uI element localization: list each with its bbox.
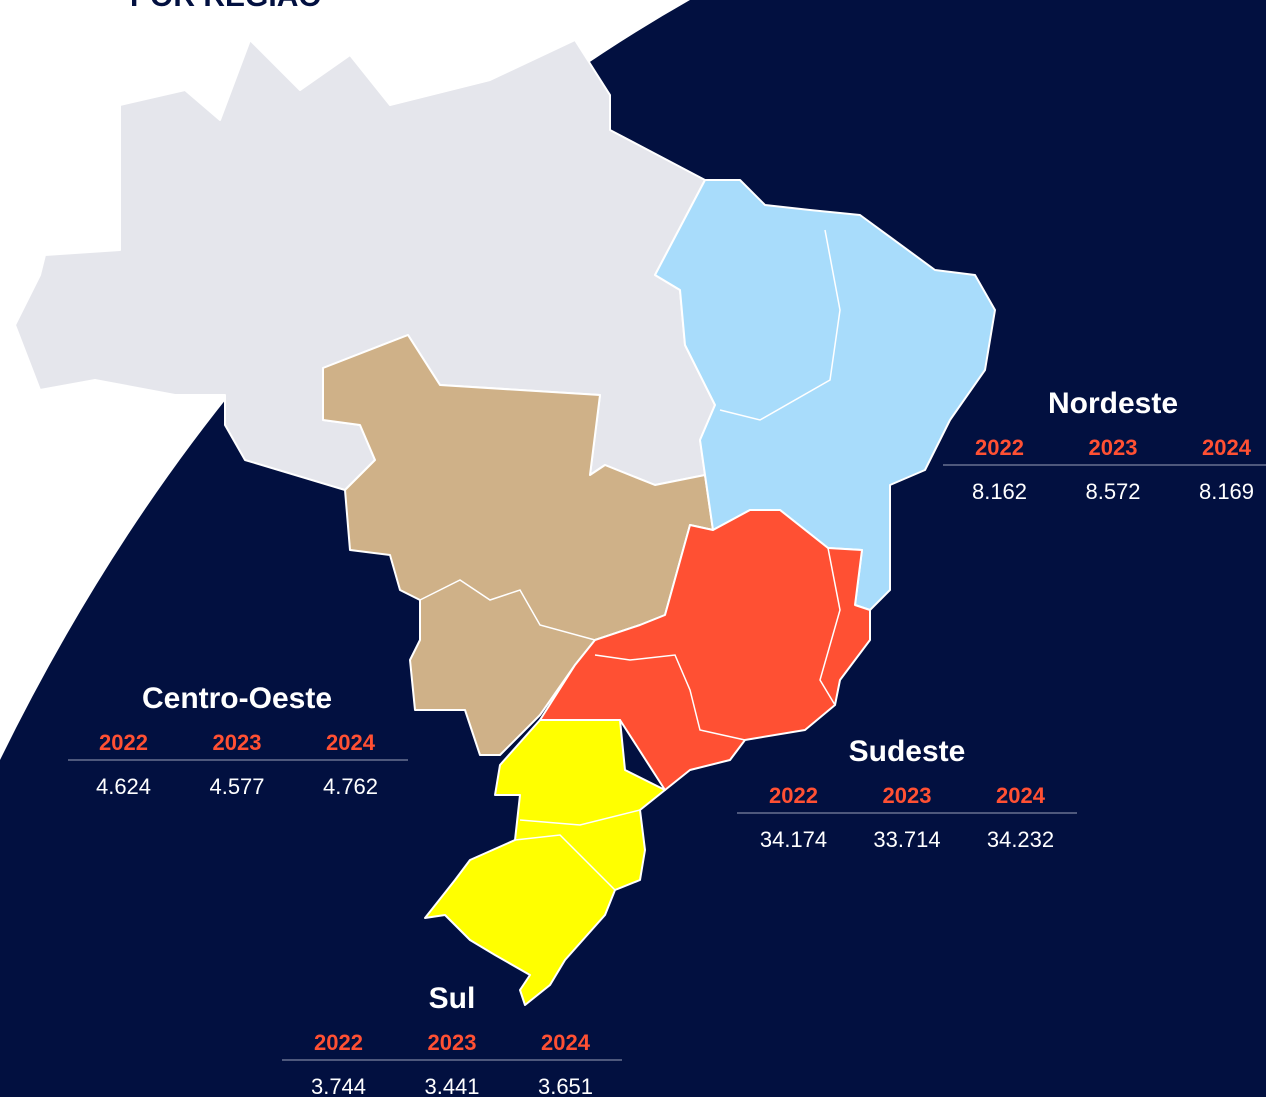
year-header: 2022 xyxy=(769,783,818,808)
region-tables: Nordeste 2022 2023 2024 8.162 8.572 8.169 Centr… xyxy=(68,387,1266,1097)
year-header: 2022 xyxy=(314,1030,363,1055)
title: POR REGIÃO xyxy=(130,0,322,13)
state-borders xyxy=(419,229,841,891)
region-value: 3.744 xyxy=(311,1074,366,1097)
region-centro-oeste xyxy=(322,334,714,756)
year-header: 2022 xyxy=(975,435,1024,460)
map xyxy=(14,39,996,1006)
year-header: 2024 xyxy=(326,730,376,755)
region-value: 8.572 xyxy=(1085,479,1140,504)
region-name: Sul xyxy=(429,982,476,1015)
region-name: Sudeste xyxy=(849,735,966,768)
year-header: 2023 xyxy=(883,783,932,808)
region-value: 34.174 xyxy=(760,827,827,852)
year-header: 2022 xyxy=(99,730,148,755)
region-value: 33.714 xyxy=(873,827,940,852)
year-header: 2023 xyxy=(428,1030,477,1055)
region-name: Centro-Oeste xyxy=(142,682,332,715)
region-value: 8.169 xyxy=(1199,479,1254,504)
region-value: 3.441 xyxy=(424,1074,479,1097)
region-value: 34.232 xyxy=(987,827,1054,852)
region-value: 4.577 xyxy=(209,774,264,799)
region-name: Nordeste xyxy=(1048,387,1178,420)
year-header: 2024 xyxy=(996,783,1046,808)
region-value: 3.651 xyxy=(538,1074,593,1097)
region-value: 4.624 xyxy=(96,774,151,799)
year-header: 2023 xyxy=(1089,435,1138,460)
year-header: 2024 xyxy=(541,1030,591,1055)
region-value: 8.162 xyxy=(972,479,1027,504)
year-header: 2023 xyxy=(213,730,262,755)
year-header: 2024 xyxy=(1202,435,1252,460)
region-value: 4.762 xyxy=(323,774,378,799)
